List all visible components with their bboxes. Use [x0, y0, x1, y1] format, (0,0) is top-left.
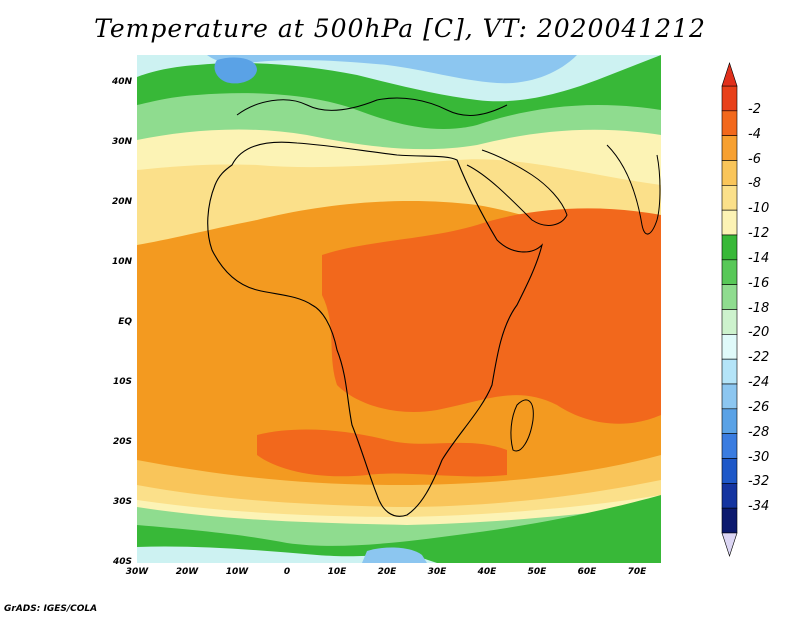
lat-label-30n: 30N [111, 137, 132, 147]
field-deep-orange [322, 208, 661, 424]
colorbar-boxes [721, 85, 738, 534]
colorbar-box [721, 234, 738, 261]
lat-label-10s: 10S [112, 377, 132, 387]
colorbar-box [721, 458, 738, 484]
coastline-madagascar [510, 399, 534, 452]
lat-label-eq: EQ [118, 317, 132, 327]
colorbar-label: -18 [748, 300, 770, 316]
colorbar-box [721, 284, 738, 310]
lat-label-30s: 30S [112, 497, 132, 507]
field-light-blue-south [362, 547, 427, 563]
colorbar-box [721, 433, 738, 459]
colorbar-label: -2 [748, 101, 761, 117]
colorbar-label: -6 [748, 151, 761, 167]
colorbar-label: -24 [748, 375, 770, 390]
colorbar-box [721, 209, 738, 236]
map-title: Temperature at 500hPa [C], VT: 202004121… [94, 14, 706, 43]
colorbar-box [721, 408, 738, 434]
colorbar-label: -26 [748, 399, 770, 415]
colorbar-label: -28 [748, 424, 770, 440]
field-pale-cyan-south [137, 546, 437, 563]
lon-label-30e: 30E [427, 567, 447, 577]
colorbar-box [721, 383, 738, 410]
lon-label-20w: 20W [175, 567, 199, 577]
field-blue-north [214, 57, 257, 84]
colorbar-box [721, 507, 738, 534]
colorbar-label: -8 [748, 176, 761, 192]
lat-label-20s: 20S [112, 437, 132, 447]
colorbar-label: -12 [748, 226, 770, 241]
colorbar-box [721, 85, 738, 112]
colorbar-box [721, 185, 738, 211]
credit-text: GrADS: IGES/COLA [4, 604, 98, 614]
lon-label-40e: 40E [477, 567, 497, 577]
lat-label-20n: 20N [111, 197, 132, 207]
colorbar-box [721, 309, 738, 335]
colorbar-top-triangle [721, 62, 738, 87]
colorbar-label: -20 [748, 325, 770, 341]
coastline-india [606, 144, 661, 235]
colorbar-box [721, 160, 738, 186]
lat-label-40n: 40N [111, 77, 132, 87]
lon-label-0: 0 [283, 567, 291, 577]
colorbar-label: -4 [748, 126, 761, 142]
colorbar-label: -32 [748, 474, 770, 490]
lon-label-30w: 30W [125, 567, 149, 577]
colorbar-label: -34 [748, 499, 770, 515]
colorbar-label: -16 [748, 275, 770, 291]
lon-label-20e: 20E [377, 567, 397, 577]
lon-label-50e: 50E [527, 567, 547, 577]
coastline-arabia [466, 149, 568, 226]
colorbar-box [721, 483, 738, 509]
colorbar-box [721, 358, 738, 385]
lon-label-60e: 60E [577, 567, 597, 577]
colorbar-label: -14 [748, 250, 770, 266]
colorbar-box [721, 334, 738, 360]
lon-label-10e: 10E [327, 567, 347, 577]
colorbar-label: -30 [748, 449, 770, 465]
lon-label-10w: 10W [225, 567, 249, 577]
lon-label-70e: 70E [627, 567, 647, 577]
temperature-map [137, 55, 661, 563]
coastline-europe [236, 97, 508, 116]
colorbar-box [721, 110, 738, 136]
colorbar-bottom-triangle [721, 532, 738, 557]
colorbar-box [721, 135, 738, 161]
colorbar-label: -10 [748, 201, 770, 217]
field-light-blue-north [207, 55, 577, 84]
colorbar-label: -22 [748, 350, 770, 366]
lat-label-40s: 40S [112, 557, 132, 567]
lat-label-10n: 10N [111, 257, 132, 267]
field-deep-orange-southwest [257, 429, 507, 477]
field-green-south [137, 495, 661, 563]
colorbar-box [721, 259, 738, 285]
temperature-field [137, 55, 661, 563]
coastline-africa [207, 141, 544, 517]
